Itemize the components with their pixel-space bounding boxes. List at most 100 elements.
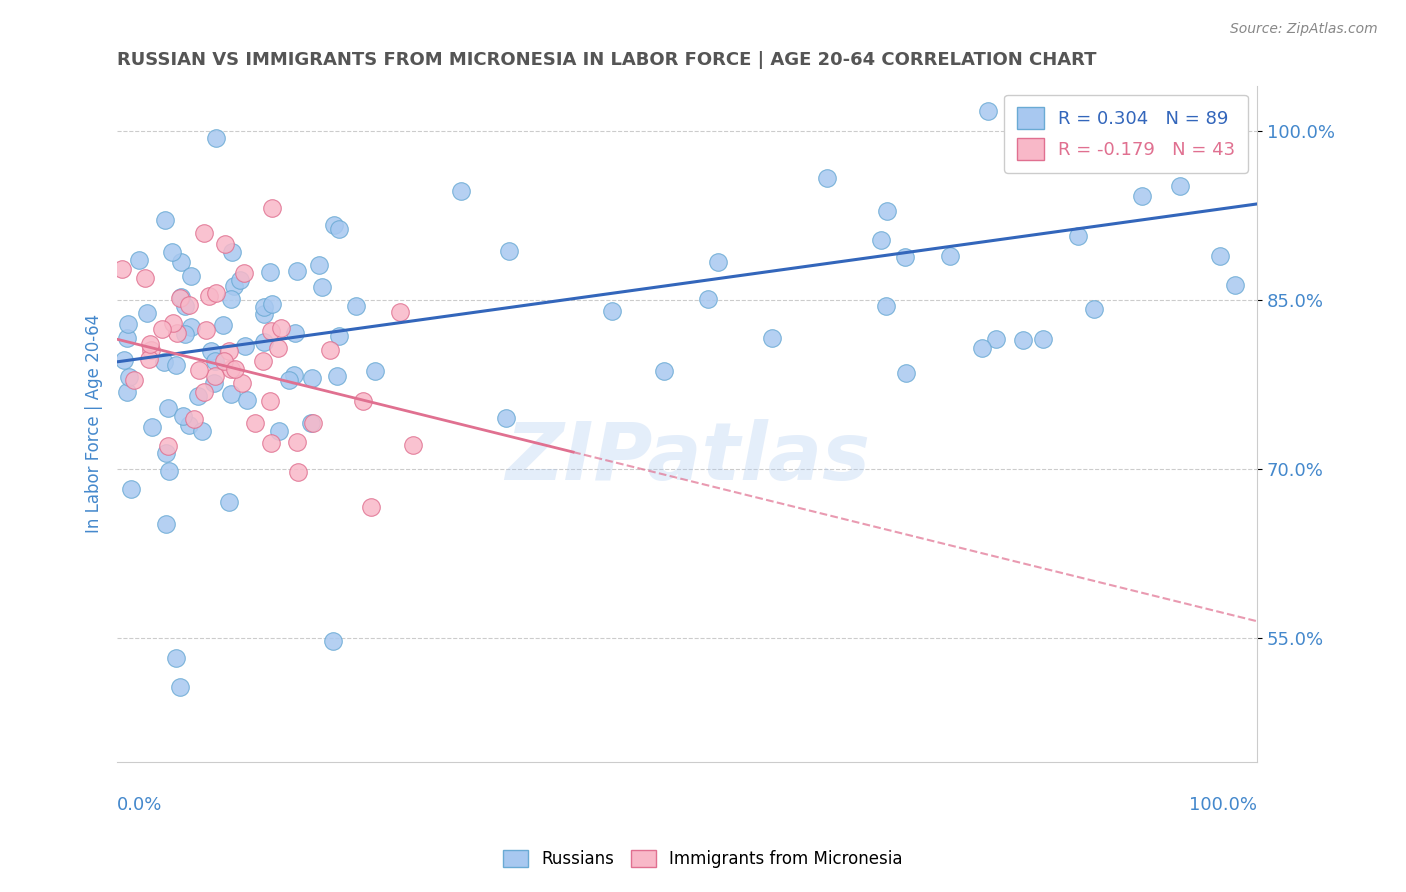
Point (260, 201, 283, 215)
Legend: Russians, Immigrants from Micronesia: Russians, Immigrants from Micronesia (496, 843, 910, 875)
Point (187, 363, 209, 377)
Point (495, 410, 517, 425)
Point (204, 354, 226, 368)
Point (360, 500, 382, 515)
Point (214, 236, 236, 251)
Point (141, 419, 163, 434)
Point (112, 353, 135, 368)
Point (328, 222, 350, 236)
Point (1223, 278, 1246, 293)
Point (120, 483, 142, 497)
Point (156, 439, 179, 453)
Point (319, 343, 342, 357)
Point (222, 279, 245, 293)
Point (170, 254, 193, 268)
Point (1209, 249, 1232, 263)
Point (287, 465, 309, 479)
Point (252, 353, 274, 368)
Point (283, 368, 305, 383)
Y-axis label: In Labor Force | Age 20-64: In Labor Force | Age 20-64 (86, 314, 103, 533)
Point (260, 435, 283, 450)
Point (260, 324, 283, 338)
Point (202, 376, 225, 390)
Point (815, 170, 838, 185)
Point (200, 344, 222, 359)
Point (141, 343, 163, 357)
Point (134, 271, 156, 285)
Point (169, 291, 191, 305)
Point (285, 435, 308, 450)
Point (157, 401, 180, 415)
Point (177, 298, 200, 312)
Point (118, 369, 141, 384)
Point (976, 103, 998, 118)
Point (205, 131, 228, 145)
Point (498, 244, 520, 258)
Point (166, 650, 188, 665)
Point (183, 412, 205, 426)
Point (195, 323, 218, 337)
Point (870, 233, 893, 247)
Point (193, 384, 215, 399)
Point (138, 352, 160, 367)
Point (253, 300, 276, 314)
Point (231, 376, 253, 391)
Legend: R = 0.304   N = 89, R = -0.179   N = 43: R = 0.304 N = 89, R = -0.179 N = 43 (1004, 95, 1249, 173)
Text: RUSSIAN VS IMMIGRANTS FROM MICRONESIA IN LABOR FORCE | AGE 20-64 CORRELATION CHA: RUSSIAN VS IMMIGRANTS FROM MICRONESIA IN… (117, 51, 1097, 69)
Point (325, 368, 347, 383)
Point (311, 279, 333, 293)
Point (193, 226, 215, 240)
Text: 100.0%: 100.0% (1189, 796, 1257, 814)
Point (139, 336, 162, 351)
Point (180, 320, 202, 334)
Point (402, 437, 425, 451)
Point (600, 304, 623, 318)
Text: Source: ZipAtlas.com: Source: ZipAtlas.com (1230, 22, 1378, 37)
Point (165, 358, 187, 372)
Point (308, 258, 330, 272)
Point (894, 250, 917, 264)
Point (224, 361, 246, 376)
Point (173, 300, 195, 314)
Point (896, 366, 918, 380)
Point (219, 387, 242, 401)
Point (219, 293, 242, 307)
Point (180, 269, 202, 284)
Point (153, 355, 176, 369)
Point (169, 680, 191, 694)
Point (707, 254, 730, 268)
Point (162, 316, 184, 330)
Point (270, 321, 292, 335)
Point (177, 417, 200, 432)
Point (170, 290, 193, 304)
Point (218, 344, 240, 359)
Point (259, 394, 281, 409)
Point (267, 341, 290, 355)
Point (761, 331, 783, 345)
Point (135, 306, 157, 320)
Point (155, 446, 177, 460)
Point (160, 245, 183, 260)
Point (697, 292, 720, 306)
Point (301, 371, 323, 385)
Point (212, 354, 235, 368)
Point (233, 266, 256, 280)
Point (221, 244, 243, 259)
Point (253, 335, 276, 350)
Point (970, 341, 993, 355)
Point (115, 384, 138, 399)
Point (322, 633, 344, 648)
Point (253, 307, 276, 321)
Point (243, 416, 266, 430)
Point (352, 394, 374, 409)
Point (229, 273, 252, 287)
Text: 0.0%: 0.0% (117, 796, 163, 814)
Point (299, 416, 322, 430)
Text: ZIPatlas: ZIPatlas (505, 418, 870, 497)
Point (166, 326, 188, 341)
Point (173, 326, 195, 341)
Point (153, 213, 176, 227)
Point (111, 262, 134, 277)
Point (204, 368, 226, 383)
Point (278, 373, 301, 387)
